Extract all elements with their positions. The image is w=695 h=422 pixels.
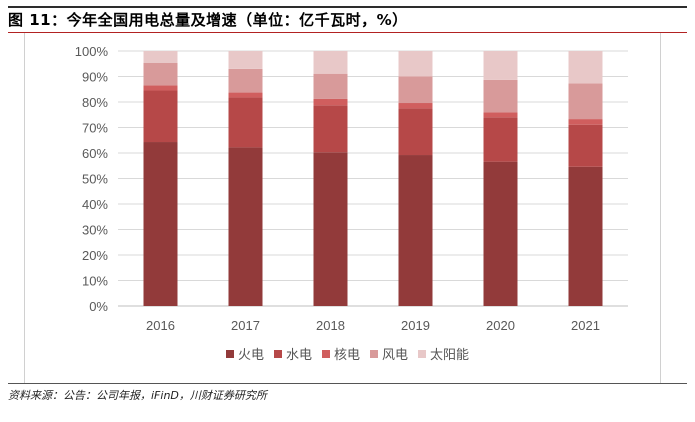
frame-left	[24, 33, 25, 383]
x-tick-label: 2016	[146, 318, 175, 333]
chart-legend: 火电 水电 核电 风电 太阳能	[0, 344, 695, 363]
bar-segment	[483, 117, 518, 162]
bar-segment	[398, 76, 433, 104]
source-note: 资料来源：公告：公司年报，iFinD，川财证券研究所	[8, 389, 267, 402]
bar-segment	[483, 161, 518, 306]
y-tick-label: 50%	[82, 172, 108, 187]
legend-swatch	[225, 349, 234, 358]
bar-segment	[398, 155, 433, 306]
legend-item: 水电	[273, 344, 312, 363]
legend-label: 核电	[333, 348, 360, 363]
y-tick-label: 30%	[82, 223, 108, 238]
bottom-rule	[8, 383, 687, 384]
y-tick-label: 10%	[82, 274, 108, 289]
bar-segment	[143, 85, 178, 91]
bar-segment	[143, 62, 178, 86]
y-tick-label: 90%	[82, 70, 108, 85]
y-tick-label: 70%	[82, 121, 108, 136]
bar-segment	[568, 166, 603, 306]
y-tick-label: 100%	[75, 44, 109, 59]
bar-segment	[483, 112, 518, 118]
bar-segment	[228, 92, 263, 98]
title-bar: 图 11：今年全国用电总量及增速（单位：亿千瓦时，%）	[8, 6, 687, 32]
legend-label: 水电	[285, 348, 312, 363]
bar-segment	[568, 51, 603, 84]
legend-swatch	[370, 349, 378, 358]
bar-segment	[143, 142, 178, 306]
bar-segment	[313, 152, 348, 306]
bar-segment	[228, 51, 263, 69]
bar-segment	[483, 51, 518, 80]
chart-title: 图 11：今年全国用电总量及增速（单位：亿千瓦时，%）	[8, 11, 408, 29]
bar-segment	[228, 97, 263, 148]
x-tick-label: 2017	[231, 318, 260, 333]
legend-item: 太阳能	[418, 344, 469, 363]
legend-swatch	[321, 349, 330, 358]
bar-segment	[313, 73, 348, 99]
bar-segment	[313, 105, 348, 153]
bar-segment	[568, 119, 603, 125]
bar-segment	[483, 79, 518, 113]
x-tick-label: 2020	[486, 318, 515, 333]
y-tick-label: 20%	[82, 248, 108, 263]
bar-segment	[228, 68, 263, 93]
legend-label: 风电	[382, 348, 409, 363]
x-tick-label: 2021	[571, 318, 600, 333]
bar-segment	[398, 108, 433, 156]
bar-segment	[313, 98, 348, 106]
title-rule	[8, 32, 687, 33]
bar-segment	[398, 103, 433, 109]
legend-item: 火电	[225, 344, 264, 363]
legend-swatch	[418, 349, 427, 358]
bar-segment	[398, 51, 433, 77]
y-tick-label: 60%	[82, 146, 108, 161]
legend-item: 核电	[321, 344, 360, 363]
legend-swatch	[273, 349, 282, 358]
bar-segment	[228, 147, 263, 306]
y-tick-label: 80%	[82, 95, 108, 110]
bar-segment	[143, 90, 178, 143]
bar-segment	[568, 83, 603, 120]
bar-segment	[568, 124, 603, 167]
bar-segment	[313, 51, 348, 74]
y-tick-label: 0%	[89, 299, 108, 314]
x-tick-label: 2019	[401, 318, 430, 333]
legend-label: 火电	[237, 348, 264, 363]
y-tick-label: 40%	[82, 197, 108, 212]
x-tick-label: 2018	[316, 318, 345, 333]
bar-segment	[143, 51, 178, 63]
legend-item: 风电	[370, 344, 408, 363]
legend-label: 太阳能	[430, 348, 470, 363]
frame-right	[660, 33, 661, 383]
